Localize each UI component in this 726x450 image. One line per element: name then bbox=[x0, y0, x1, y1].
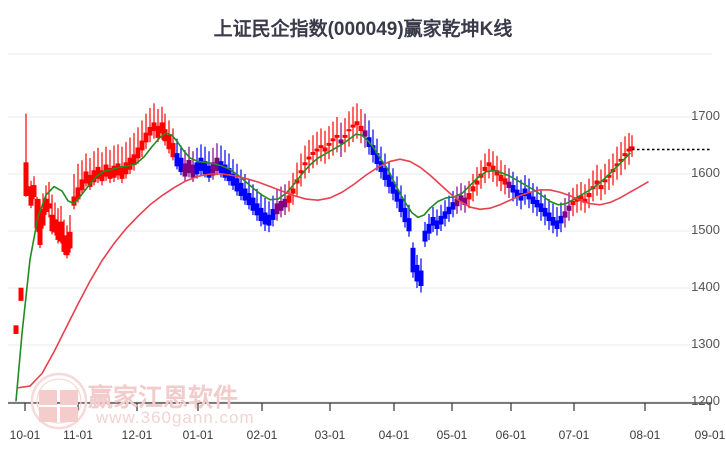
page-title: 上证民企指数(000049)赢家乾坤K线 bbox=[213, 19, 513, 40]
x-axis-tick-label: 07-01 bbox=[558, 428, 590, 442]
x-axis-tick-label: 03-01 bbox=[314, 428, 346, 442]
y-axis-tick-label: 1400 bbox=[691, 279, 720, 294]
x-axis-tick-label: 04-01 bbox=[378, 428, 410, 442]
y-axis-tick-label: 1500 bbox=[691, 222, 720, 237]
x-axis-tick-label: 11-01 bbox=[63, 428, 93, 442]
x-axis-tick-label: 09-01 bbox=[694, 428, 726, 442]
gridlines bbox=[8, 53, 712, 403]
moving-average-lines bbox=[15, 132, 649, 402]
x-axis-tick-label: 08-01 bbox=[629, 428, 661, 442]
x-axis-tick-label: 01-01 bbox=[182, 428, 214, 442]
y-axis-tick-label: 1300 bbox=[691, 336, 720, 351]
x-axis-tick-label: 02-01 bbox=[246, 428, 278, 442]
y-axis-tick-label: 1600 bbox=[691, 165, 720, 180]
x-axis-tick-label: 12-01 bbox=[121, 428, 153, 442]
y-axis-tick-label: 1200 bbox=[691, 393, 720, 408]
axis-lines bbox=[8, 402, 712, 411]
x-axis-tick-label: 06-01 bbox=[495, 428, 527, 442]
y-axis-tick-label: 1700 bbox=[691, 108, 720, 123]
x-axis-tick-label: 10-01 bbox=[9, 428, 41, 442]
candlestick-series bbox=[13, 103, 635, 334]
x-axis-tick-label: 05-01 bbox=[436, 428, 468, 442]
